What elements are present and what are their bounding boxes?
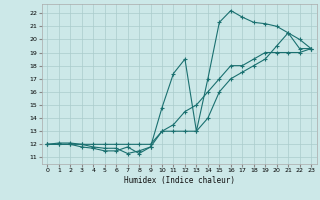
X-axis label: Humidex (Indice chaleur): Humidex (Indice chaleur) xyxy=(124,176,235,185)
